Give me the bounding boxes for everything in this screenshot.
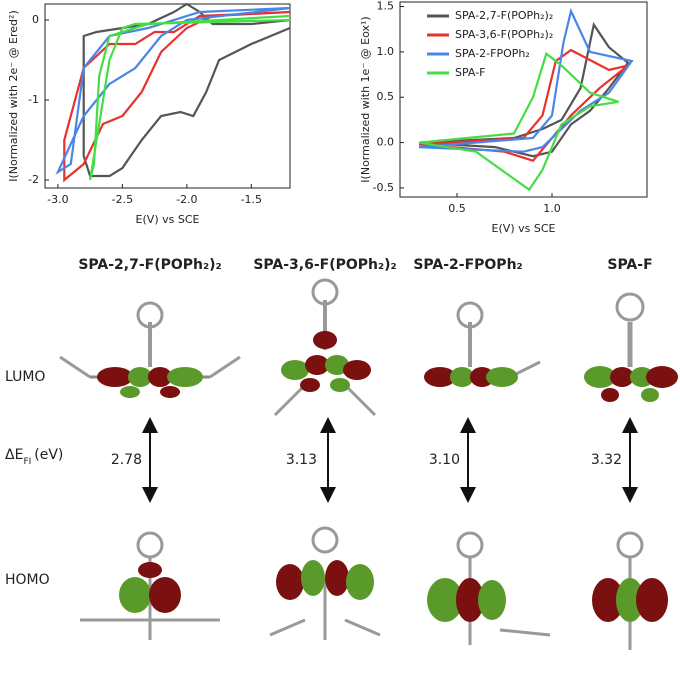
molecule-drawings [59, 278, 678, 650]
plot-frame [399, 1, 648, 198]
y-tick-label: 0 [32, 13, 39, 26]
homo-label: HOMO [5, 572, 50, 588]
gap-label-unit: (eV) [34, 447, 63, 463]
compound-name: SPA-3,6-F(POPh₂)₂ [253, 257, 396, 273]
y-axis-label: I(Normalized with 2e⁻ @ Ered²) [7, 10, 20, 182]
gap-label-sub: FI [23, 457, 31, 467]
x-tick-label: -2.5 [112, 193, 133, 206]
legend-label: SPA-2-FPOPh₂ [455, 47, 530, 60]
lumo-label: LUMO [5, 369, 45, 385]
x-tick-label: -1.5 [241, 193, 262, 206]
gap-arrows [142, 417, 638, 503]
lumo-orbital [273, 278, 377, 417]
legend-label: SPA-F [455, 66, 486, 79]
compound-name: SPA-2,7-F(POPh₂)₂ [78, 257, 221, 273]
y-tick-label: -0.5 [373, 181, 394, 194]
legend-label: SPA-3,6-F(POPh₂)₂ [455, 28, 553, 41]
homo-orbital [427, 531, 551, 645]
cv-curve [55, 6, 291, 175]
lumo-orbital [584, 292, 678, 402]
x-tick-label: 0.5 [448, 202, 466, 215]
cv-curve [82, 2, 291, 178]
energy-gap: 3.10 [429, 452, 460, 468]
x-axis-label: E(V) vs SCE [492, 222, 556, 235]
y-tick-label: 0.5 [377, 90, 395, 103]
cv-curve [418, 7, 634, 153]
y-tick-label: 1.5 [377, 0, 395, 13]
energy-gap: 3.13 [286, 452, 317, 468]
x-tick-label: 1.0 [543, 202, 561, 215]
lumo-orbital [424, 301, 541, 387]
x-tick-label: -3.0 [47, 193, 68, 206]
y-tick-label: 1.0 [377, 45, 395, 58]
cv-curve [63, 10, 291, 183]
y-tick-label: -2 [28, 173, 39, 186]
gap-label: ΔEFI (eV) [5, 447, 63, 467]
energy-gap: 3.32 [591, 452, 622, 468]
y-axis-label: I(Normalized with 1e⁻ @ Eox¹) [359, 16, 372, 182]
compound-name: SPA-F [607, 257, 652, 273]
x-tick-label: -2.0 [176, 193, 197, 206]
x-axis-label: E(V) vs SCE [136, 213, 200, 226]
lumo-orbital [59, 301, 241, 398]
gap-label-main: ΔE [5, 447, 23, 463]
y-tick-label: 0.0 [377, 136, 395, 149]
homo-orbital [269, 526, 381, 640]
energy-gap: 2.78 [111, 452, 142, 468]
y-tick-label: -1 [28, 93, 39, 106]
cv-curve [89, 14, 291, 181]
legend-label: SPA-2,7-F(POPh₂)₂ [455, 9, 553, 22]
cv-curve [418, 51, 619, 192]
homo-orbital [80, 531, 220, 640]
compound-name: SPA-2-FPOPh₂ [413, 257, 522, 273]
homo-orbital [592, 531, 668, 650]
plot-frame [44, 3, 291, 189]
